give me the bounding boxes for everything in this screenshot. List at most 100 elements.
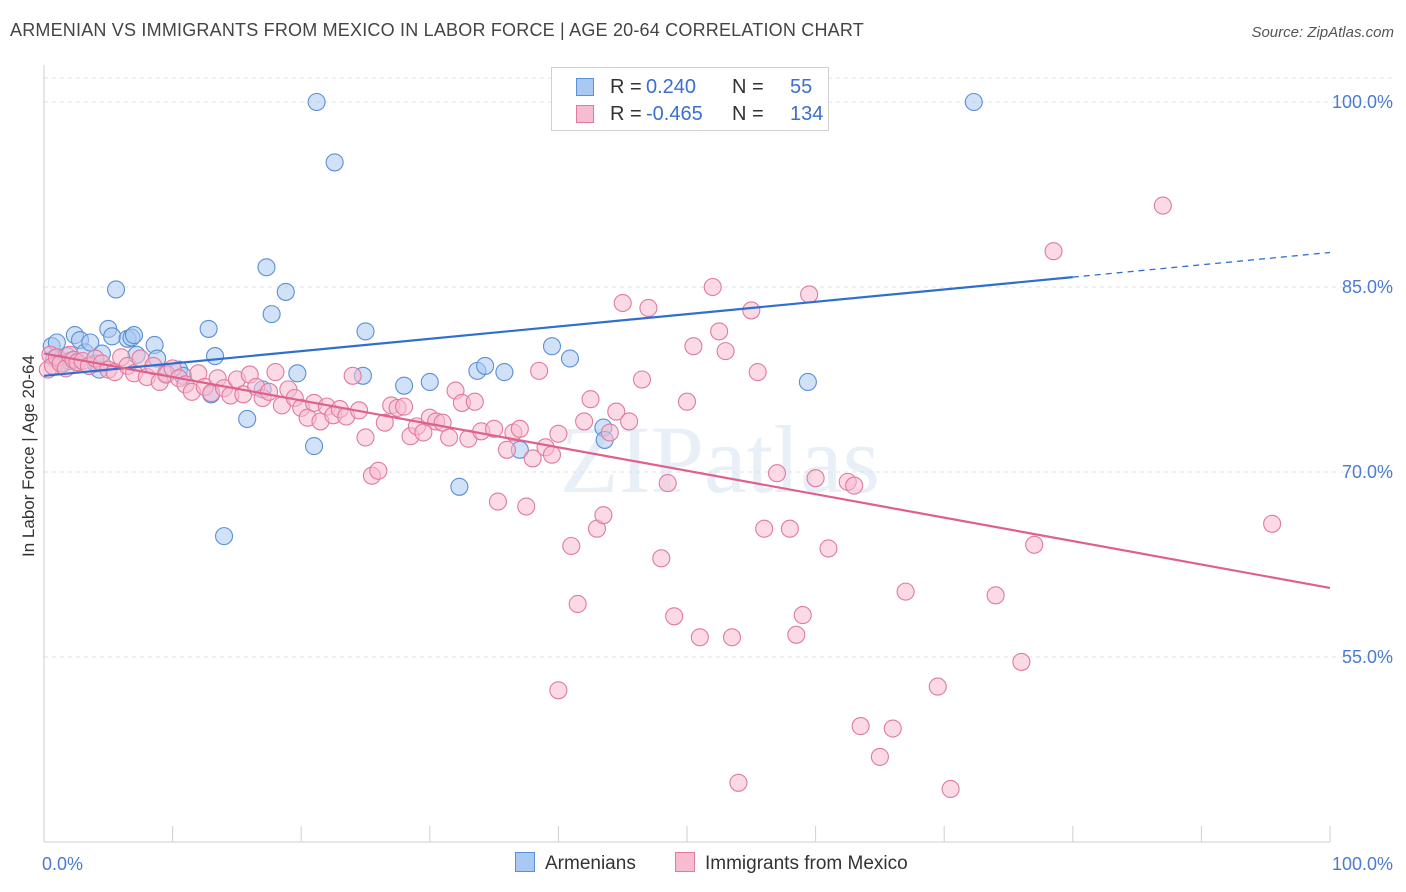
armenian-point-50 xyxy=(560,349,580,368)
y-axis-label: In Labor Force | Age 20-64 xyxy=(19,355,38,557)
mexico-point-119 xyxy=(870,747,889,766)
legend: R = 0.240 N = 55 R = -0.465 N = 134 xyxy=(551,67,829,131)
mexico-point-111 xyxy=(787,625,806,644)
mexico-point-120 xyxy=(883,719,902,738)
mexico-point-93 xyxy=(632,370,652,389)
mexico-point-92 xyxy=(620,412,639,431)
mexico-point-125 xyxy=(1012,652,1031,671)
mexico-point-108 xyxy=(755,519,774,538)
legend-r-value: 0.240 xyxy=(646,76,697,98)
armenian-point-16 xyxy=(103,327,122,346)
armenian-point-11 xyxy=(81,333,100,352)
mexico-point-66 xyxy=(440,428,459,447)
mexico-point-72 xyxy=(485,419,504,438)
mexico-point-96 xyxy=(658,474,677,493)
mexico-point-113 xyxy=(800,285,819,304)
mexico-point-109 xyxy=(767,464,787,483)
mexico-point-122 xyxy=(928,677,947,696)
mexico-point-74 xyxy=(497,440,517,459)
mexico-point-76 xyxy=(510,419,529,438)
mexico-point-118 xyxy=(851,717,870,736)
mexico-point-85 xyxy=(575,412,594,431)
mexico-point-115 xyxy=(819,539,838,558)
legend-r-label: R = xyxy=(610,103,642,125)
armenian-point-39 xyxy=(305,437,324,456)
mexico-point-56 xyxy=(375,413,394,432)
mexico-point-82 xyxy=(549,424,568,443)
mexico-point-124 xyxy=(986,586,1005,605)
mexico-point-106 xyxy=(742,301,761,320)
mexico-point-95 xyxy=(652,549,671,568)
armenian-point-37 xyxy=(307,92,326,112)
mexico-point-51 xyxy=(343,366,362,385)
legend-n-label: N = xyxy=(732,103,764,125)
mexico-point-112 xyxy=(793,606,812,625)
mexico-point-128 xyxy=(1153,196,1172,215)
mexico-point-98 xyxy=(677,392,697,411)
mexico-point-94 xyxy=(639,298,658,318)
mexico-point-100 xyxy=(690,628,709,647)
bottom-legend-swatch-mexico xyxy=(675,852,695,872)
trend-lines xyxy=(43,251,1331,590)
bottom-legend-armenians: Armenians xyxy=(515,852,636,875)
mexico-point-121 xyxy=(896,582,915,601)
mexico-point-117 xyxy=(845,476,864,495)
mexico-point-83 xyxy=(562,536,581,556)
armenian-point-43 xyxy=(420,372,439,392)
y-tick-label-1: 70.0% xyxy=(1342,462,1393,482)
source-label: Source: ZipAtlas.com xyxy=(1251,24,1394,41)
mexico-point-123 xyxy=(941,779,960,799)
x-tick-label-1: 100.0% xyxy=(1332,854,1393,874)
mexico-point-77 xyxy=(517,497,536,516)
bottom-legend-mexico: Immigrants from Mexico xyxy=(675,852,908,875)
armenian-point-17 xyxy=(106,280,126,299)
armenian-point-30 xyxy=(214,527,234,546)
mexico-point-70 xyxy=(465,392,484,411)
mexico-point-55 xyxy=(369,461,388,480)
x-tick-label-0: 0.0% xyxy=(42,854,83,874)
mexico-point-97 xyxy=(665,607,684,626)
mexico-point-91 xyxy=(613,293,632,313)
legend-swatch-armenians xyxy=(576,78,594,96)
mexico-point-59 xyxy=(395,397,414,416)
bottom-legend-label-mexico: Immigrants from Mexico xyxy=(705,853,908,874)
armenian-point-35 xyxy=(276,282,295,301)
mexico-point-103 xyxy=(716,342,735,361)
mexico-point-127 xyxy=(1044,242,1063,261)
mexico-point-110 xyxy=(780,519,799,538)
mexico-point-81 xyxy=(542,445,562,464)
armenian-point-53 xyxy=(798,372,817,392)
mexico-point-99 xyxy=(684,337,703,356)
mexico-point-86 xyxy=(581,390,600,409)
mexico-point-102 xyxy=(710,322,729,341)
armenian-point-20 xyxy=(124,326,144,345)
axes xyxy=(43,65,1331,843)
armenian-point-29 xyxy=(205,347,225,366)
data-points xyxy=(38,92,1282,799)
legend-r-value: -0.465 xyxy=(646,103,703,125)
mexico-point-53 xyxy=(356,428,375,447)
armenian-point-47 xyxy=(495,363,514,382)
armenian-point-46 xyxy=(476,356,495,375)
mexico-point-104 xyxy=(722,628,742,647)
mexico-point-78 xyxy=(523,449,542,468)
armenian-point-31 xyxy=(238,409,257,429)
mexico-trend-line xyxy=(43,352,1331,590)
mexico-point-79 xyxy=(530,361,549,380)
legend-swatch-mexico xyxy=(576,105,594,123)
mexico-point-101 xyxy=(703,277,722,297)
y-tick-label-0: 55.0% xyxy=(1342,647,1393,667)
tick-labels: 55.0% 70.0% 85.0% 100.0% 0.0% 100.0% xyxy=(42,92,1393,874)
mexico-point-39 xyxy=(266,363,285,382)
y-tick-label-2: 85.0% xyxy=(1342,277,1393,297)
mexico-point-130 xyxy=(549,681,568,700)
armenian-point-41 xyxy=(356,322,375,341)
armenian-point-54 xyxy=(964,92,983,112)
mexico-point-107 xyxy=(748,363,767,382)
legend-n-value: 134 xyxy=(790,103,824,125)
armenian-point-33 xyxy=(257,258,276,277)
mexico-point-105 xyxy=(729,773,748,792)
mexico-point-73 xyxy=(488,492,508,511)
mexico-point-38 xyxy=(259,382,279,401)
